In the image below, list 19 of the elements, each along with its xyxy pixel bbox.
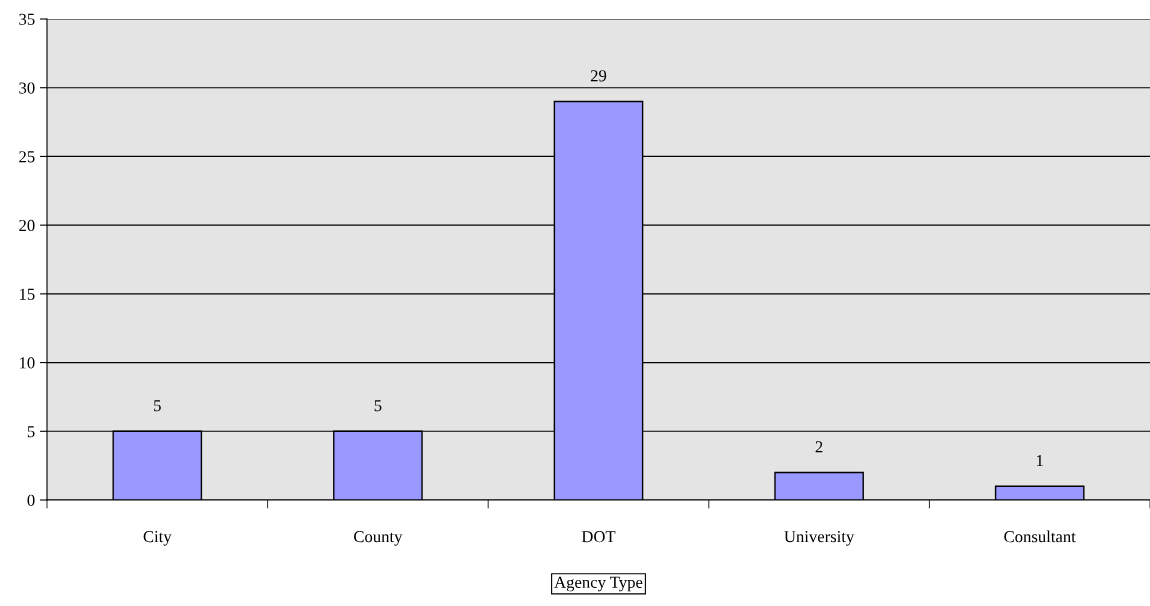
y-tick-label: 0 — [27, 494, 35, 506]
x-tick-label: DOT — [581, 531, 616, 543]
y-tick-label: 25 — [19, 151, 35, 163]
y-tick-label: 35 — [19, 13, 35, 25]
y-tick-label: 5 — [27, 426, 35, 438]
x-tick-label: County — [354, 531, 403, 546]
x-tick-label: Consultant — [1004, 530, 1076, 543]
data-label: 5 — [374, 400, 382, 412]
y-tick-label: 30 — [19, 82, 35, 94]
y-tick-label: 10 — [19, 357, 35, 369]
x-tick-label: City — [143, 531, 172, 546]
data-label: 5 — [154, 400, 161, 412]
data-label: 29 — [590, 70, 607, 82]
x-axis-title: Agency Type — [554, 576, 643, 592]
y-tick-label: 20 — [19, 219, 35, 232]
x-tick-label: University — [784, 531, 855, 546]
data-label: 2 — [815, 441, 823, 453]
y-tick-label: 15 — [19, 288, 35, 300]
data-label: 1 — [1037, 455, 1043, 467]
